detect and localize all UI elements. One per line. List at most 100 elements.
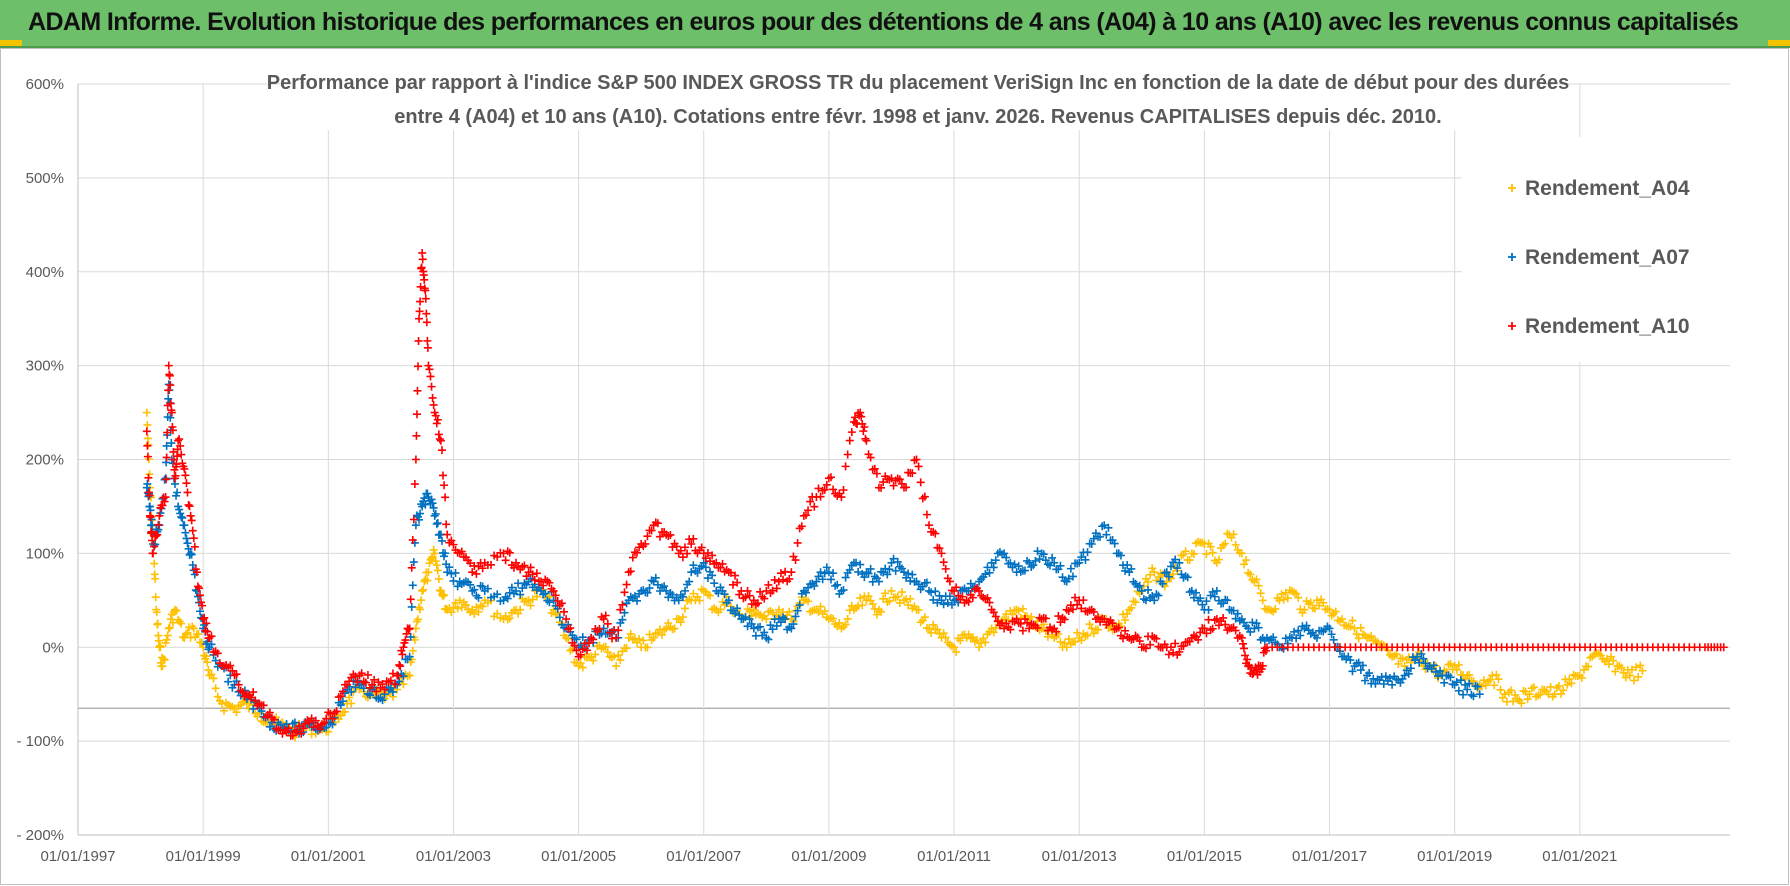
data-point xyxy=(407,563,416,572)
data-point xyxy=(1567,679,1576,688)
data-point xyxy=(658,630,667,639)
data-point xyxy=(1123,609,1132,618)
data-point xyxy=(708,551,717,560)
data-point xyxy=(881,589,890,598)
data-point xyxy=(662,586,671,595)
data-point xyxy=(1100,521,1109,530)
data-point xyxy=(975,586,984,595)
data-point xyxy=(902,483,911,492)
data-point xyxy=(1146,570,1155,579)
data-point xyxy=(1400,662,1409,671)
data-point xyxy=(845,436,854,445)
data-point xyxy=(423,336,432,345)
data-point xyxy=(760,594,769,603)
legend-item-Rendement_A04: Rendement_A04 xyxy=(1508,177,1690,200)
data-point xyxy=(423,489,432,498)
data-point xyxy=(1237,549,1246,558)
data-point xyxy=(1279,595,1288,604)
title-background xyxy=(292,62,1544,130)
data-point xyxy=(973,636,982,645)
data-point xyxy=(1283,594,1292,603)
data-point xyxy=(1492,670,1501,679)
data-point xyxy=(211,684,220,693)
data-series xyxy=(142,248,1728,742)
data-point xyxy=(774,605,783,614)
data-point xyxy=(789,620,798,629)
data-point xyxy=(408,536,417,545)
data-point xyxy=(470,609,479,618)
data-point xyxy=(653,519,662,528)
data-point xyxy=(430,549,439,558)
data-point xyxy=(443,530,452,539)
data-point xyxy=(415,314,424,323)
y-axis-ticks: 600% 500% 400% 300% 200% 100% 0% - 100% - 200% xyxy=(16,76,64,844)
data-point xyxy=(772,610,781,619)
data-point xyxy=(249,688,258,697)
data-point xyxy=(1173,564,1182,573)
data-point xyxy=(852,558,861,567)
data-point xyxy=(164,386,173,395)
data-point xyxy=(187,516,196,525)
data-point xyxy=(1166,562,1175,571)
data-point xyxy=(166,413,175,422)
data-point xyxy=(213,649,222,658)
data-point xyxy=(781,615,790,624)
data-point xyxy=(776,569,785,578)
data-point xyxy=(163,428,172,437)
data-point xyxy=(872,610,881,619)
data-point xyxy=(655,532,664,541)
data-point xyxy=(418,255,427,264)
data-point xyxy=(1329,635,1338,644)
data-point xyxy=(1196,594,1205,603)
data-point xyxy=(148,536,157,545)
data-point xyxy=(1296,631,1305,640)
data-point xyxy=(1373,638,1382,647)
data-point xyxy=(941,633,950,642)
data-point xyxy=(883,570,892,579)
data-point xyxy=(603,648,612,657)
data-point xyxy=(1018,604,1027,613)
data-point xyxy=(804,597,813,606)
data-point xyxy=(526,574,535,583)
data-point xyxy=(181,528,190,537)
data-point xyxy=(1100,615,1109,624)
data-point xyxy=(776,618,785,627)
data-point xyxy=(791,556,800,565)
data-point xyxy=(406,595,415,604)
data-point xyxy=(368,680,377,689)
data-point xyxy=(1486,675,1495,684)
data-point xyxy=(929,595,938,604)
data-point xyxy=(433,566,442,575)
data-point xyxy=(1014,562,1023,571)
data-point xyxy=(422,318,431,327)
data-point xyxy=(167,408,176,417)
data-point xyxy=(1506,686,1515,695)
data-point xyxy=(1452,665,1461,674)
data-point xyxy=(787,624,796,633)
data-point xyxy=(1371,679,1380,688)
data-point xyxy=(1073,600,1082,609)
data-point xyxy=(676,546,685,555)
data-point xyxy=(557,599,566,608)
data-point xyxy=(710,579,719,588)
data-point xyxy=(1116,551,1125,560)
data-point xyxy=(920,613,929,622)
data-point xyxy=(1490,681,1499,690)
data-point xyxy=(572,635,581,644)
data-point xyxy=(220,706,229,715)
data-point xyxy=(862,436,871,445)
data-point xyxy=(412,410,421,419)
data-point xyxy=(914,462,923,471)
data-point xyxy=(164,361,173,370)
data-point xyxy=(440,481,449,490)
data-point xyxy=(708,571,717,580)
data-point xyxy=(395,660,404,669)
data-point xyxy=(189,534,198,543)
data-point xyxy=(412,431,421,440)
data-point xyxy=(622,644,631,653)
data-point xyxy=(418,586,427,595)
data-point xyxy=(826,473,835,482)
data-point xyxy=(578,645,587,654)
data-point xyxy=(196,591,205,600)
data-point xyxy=(247,693,256,702)
